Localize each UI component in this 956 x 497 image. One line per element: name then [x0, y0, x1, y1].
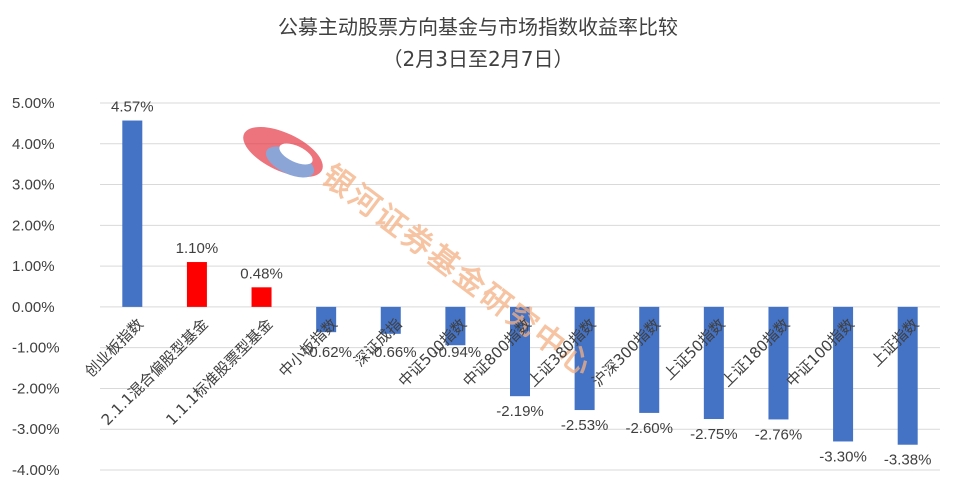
bar	[186, 262, 207, 307]
watermark: 银河证券基金研究中心	[243, 126, 600, 385]
x-category-label: 1.1.1标准股票型基金	[162, 315, 276, 429]
bar	[574, 306, 595, 411]
x-category-label: 深证成指	[350, 315, 405, 370]
y-tick-label: 3.00%	[12, 177, 55, 194]
bar	[251, 287, 272, 307]
bar	[703, 306, 724, 420]
y-tick-label: 4.00%	[12, 136, 55, 153]
data-label: -2.76%	[755, 426, 803, 443]
chart-title: 公募主动股票方向基金与市场指数收益率比较	[278, 15, 678, 39]
data-label: -0.66%	[369, 344, 417, 361]
data-label: 1.10%	[176, 240, 219, 257]
data-label: -3.30%	[819, 448, 867, 465]
bar	[510, 306, 530, 397]
data-label: -2.75%	[690, 426, 738, 443]
x-category-label: 2.1.1混合偏股型基金	[98, 315, 212, 429]
data-label: 0.48%	[240, 265, 283, 282]
y-tick-label: 0.00%	[12, 299, 55, 316]
bar	[768, 306, 789, 420]
data-label: -3.38%	[884, 452, 932, 469]
data-label: -2.60%	[625, 420, 673, 437]
y-tick-label: -4.00%	[12, 462, 60, 479]
y-axis-ticks: 5.00% 4.00% 3.00% 2.00% 1.00% 0.00% -1.00% -2.0…	[12, 95, 60, 479]
bars	[122, 120, 918, 445]
data-label: -2.19%	[496, 403, 544, 420]
bar	[316, 306, 337, 333]
watermark-logo	[243, 126, 323, 178]
data-labels: 4.57%1.10%0.48%-0.62% -0.66% -0.94%-2.19%-…	[111, 99, 931, 469]
data-label: -0.62%	[304, 344, 352, 361]
bar	[380, 306, 401, 334]
y-tick-label: 2.00%	[12, 217, 55, 234]
bar	[833, 306, 854, 442]
data-label: -0.94%	[434, 344, 482, 361]
y-tick-label: -1.00%	[12, 340, 60, 357]
y-tick-label: -2.00%	[12, 380, 60, 397]
y-tick-label: -3.00%	[12, 421, 60, 438]
y-tick-label: 5.00%	[12, 95, 55, 112]
chart-subtitle: （2月3日至2月7日）	[383, 47, 574, 71]
y-tick-label: 1.00%	[12, 258, 55, 275]
bar	[445, 306, 466, 346]
bar	[639, 306, 660, 413]
data-label: -2.53%	[561, 417, 609, 434]
bar	[897, 306, 918, 445]
data-label: 4.57%	[111, 99, 154, 116]
bar	[122, 120, 143, 307]
